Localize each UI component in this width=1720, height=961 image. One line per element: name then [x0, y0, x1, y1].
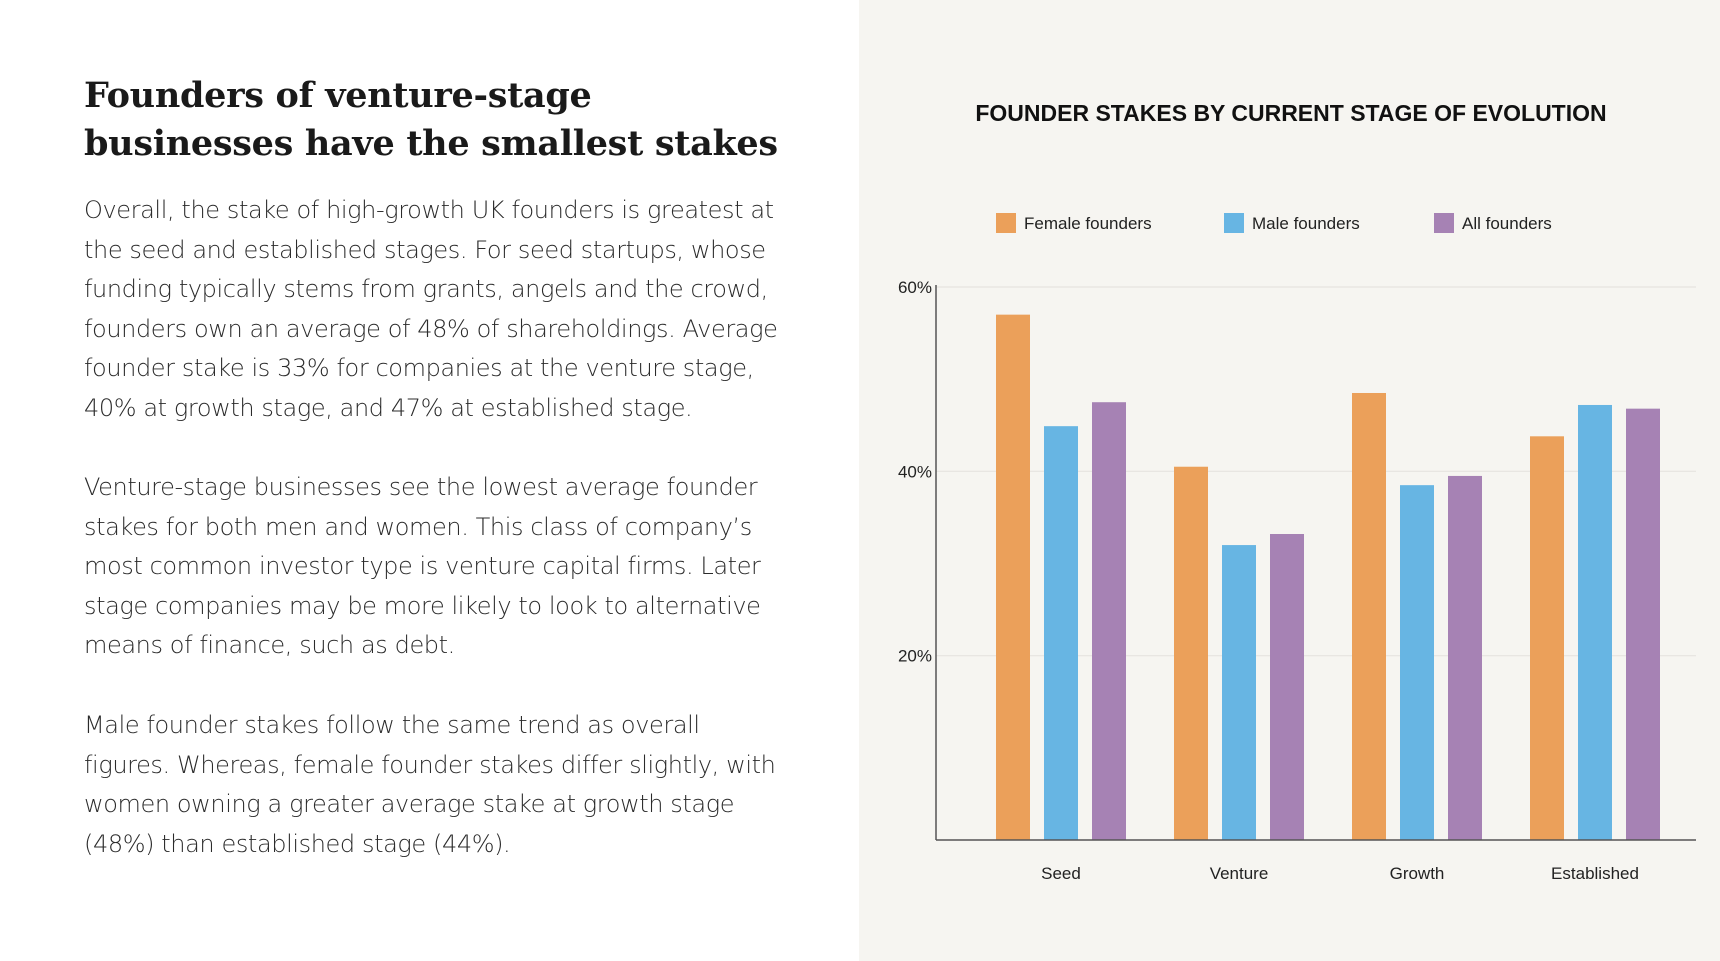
article-paragraph-2: Venture-stage businesses see the lowest …: [84, 473, 761, 660]
bar-male-established: [1578, 404, 1612, 840]
legend-label-female: Female founders: [1024, 214, 1152, 233]
x-category-label: Seed: [1041, 864, 1081, 883]
chart-bars: [996, 314, 1660, 840]
legend-swatch-female: [996, 213, 1016, 233]
bar-female-growth: [1352, 392, 1386, 840]
y-tick-label: 60%: [898, 278, 932, 297]
chart-panel: FOUNDER STAKES BY CURRENT STAGE OF EVOLU…: [859, 0, 1720, 961]
x-category-label: Established: [1551, 864, 1639, 883]
legend-swatch-all: [1434, 213, 1454, 233]
bar-female-established: [1530, 436, 1564, 840]
legend-label-all: All founders: [1462, 214, 1552, 233]
bar-male-venture: [1222, 545, 1256, 840]
bar-all-seed: [1092, 402, 1126, 840]
article-headline: Founders of venture-stage businesses hav…: [84, 75, 778, 164]
chart-axes: [935, 285, 1696, 841]
bar-all-growth: [1448, 475, 1482, 840]
bar-female-seed: [996, 314, 1030, 840]
chart-title: FOUNDER STAKES BY CURRENT STAGE OF EVOLU…: [975, 100, 1606, 126]
x-axis-categories: Seed Venture Growth Established: [1041, 864, 1639, 883]
article-paragraph-3: Male founder stakes follow the same tren…: [84, 711, 776, 858]
legend-label-male: Male founders: [1252, 214, 1360, 233]
article-panel: Founders of venture-stage businesses hav…: [0, 0, 859, 961]
legend-swatch-male: [1224, 213, 1244, 233]
bar-male-growth: [1400, 485, 1434, 840]
y-axis-ticks: 20% 40% 60%: [898, 278, 932, 666]
chart-legend: Female founders Male founders All founders: [996, 213, 1552, 233]
y-tick-label: 20%: [898, 647, 932, 666]
bar-all-venture: [1270, 534, 1304, 840]
x-category-label: Growth: [1390, 864, 1445, 883]
bar-female-venture: [1174, 466, 1208, 840]
bar-all-established: [1626, 408, 1660, 840]
article-paragraph-1: Overall, the stake of high-growth UK fou…: [84, 196, 778, 422]
bar-male-seed: [1044, 426, 1078, 840]
y-tick-label: 40%: [898, 462, 932, 481]
bar-chart: FOUNDER STAKES BY CURRENT STAGE OF EVOLU…: [898, 100, 1696, 883]
x-category-label: Venture: [1210, 864, 1269, 883]
